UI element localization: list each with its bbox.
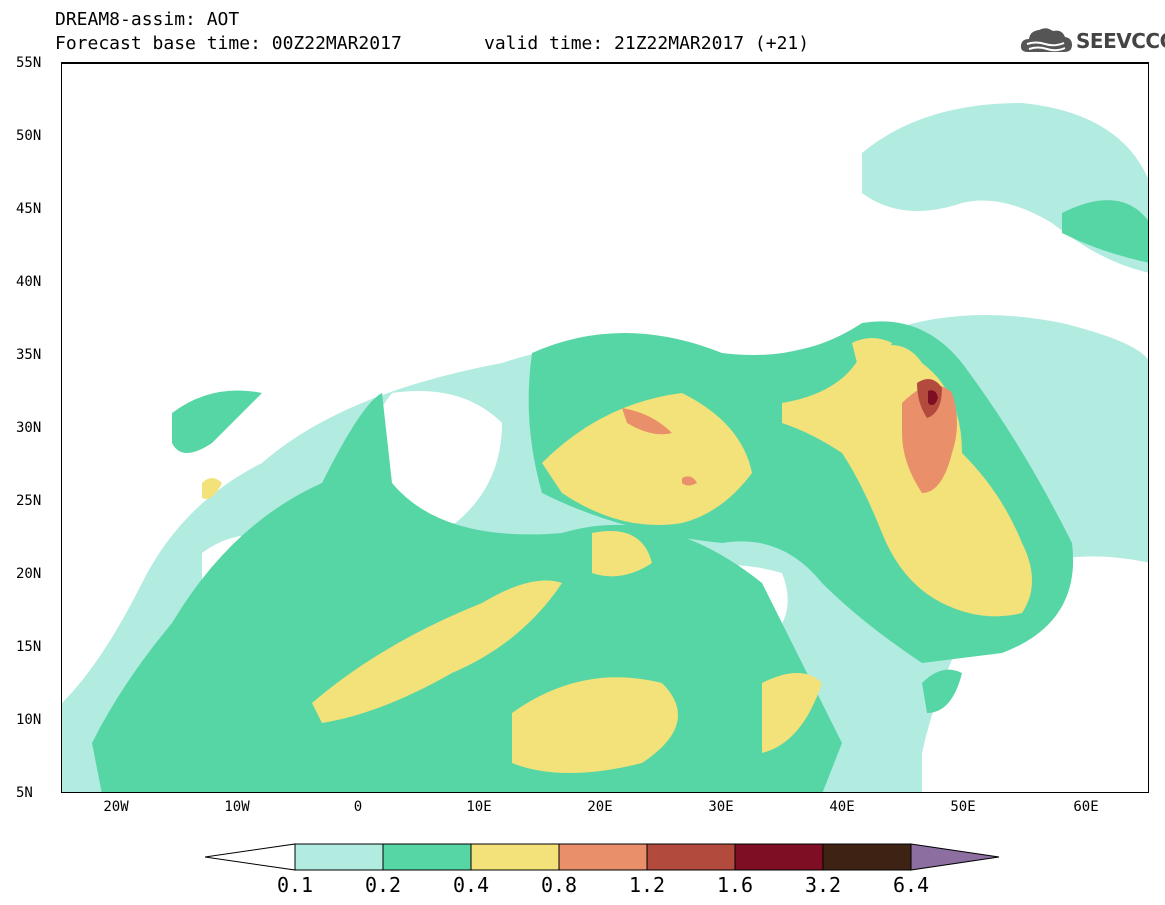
- lon-label-20e: 20E: [587, 799, 613, 815]
- lon-label-60e: 60E: [1073, 799, 1099, 815]
- lat-label-35n: 35N: [16, 347, 42, 363]
- lon-label-10w: 10W: [224, 799, 250, 815]
- lat-label-30n: 30N: [16, 420, 42, 436]
- colorbar-label-0.8: 0.8: [540, 873, 578, 897]
- colorbar-label-3.2: 3.2: [804, 873, 842, 897]
- colorbar-label-0.1: 0.1: [276, 873, 314, 897]
- lon-label-0: 0: [353, 799, 363, 815]
- plot-title: DREAM8-assim: AOT: [55, 9, 240, 30]
- lat-label-10n: 10N: [16, 712, 42, 728]
- colorbar-seg-5: [646, 843, 736, 871]
- lon-label-20w: 20W: [103, 799, 129, 815]
- lat-label-20n: 20N: [16, 566, 42, 582]
- lat-label-45n: 45N: [16, 201, 42, 217]
- lat-label-15n: 15N: [16, 639, 42, 655]
- colorbar-label-0.4: 0.4: [452, 873, 490, 897]
- valid-time: valid time: 21Z22MAR2017 (+21): [484, 33, 810, 54]
- colorbar-seg-4: [558, 843, 648, 871]
- lat-label-5n: 5N: [16, 785, 33, 801]
- map-border-top: [62, 63, 1148, 64]
- colorbar-seg-3: [470, 843, 560, 871]
- lon-label-30e: 30E: [708, 799, 734, 815]
- lat-label-55n: 55N: [16, 55, 42, 71]
- colorbar-min-arrow: [205, 843, 296, 871]
- aot-map: [61, 62, 1149, 793]
- lon-label-50e: 50E: [950, 799, 976, 815]
- seevccc-logo: SEEVCCC: [1018, 24, 1165, 58]
- colorbar-seg-7: [822, 843, 912, 871]
- colorbar-seg-6: [734, 843, 824, 871]
- lon-label-40e: 40E: [829, 799, 855, 815]
- cloud-icon: [1020, 28, 1072, 52]
- lat-label-40n: 40N: [16, 274, 42, 290]
- colorbar-seg-1: [294, 843, 384, 871]
- colorbar-seg-2: [382, 843, 472, 871]
- colorbar-label-0.2: 0.2: [364, 873, 402, 897]
- colorbar-max-arrow: [910, 843, 1000, 871]
- colorbar: [205, 843, 1000, 871]
- lat-label-50n: 50N: [16, 128, 42, 144]
- colorbar-label-1.6: 1.6: [716, 873, 754, 897]
- colorbar-label-1.2: 1.2: [628, 873, 666, 897]
- aot-field: [62, 103, 1148, 792]
- lat-label-25n: 25N: [16, 493, 42, 509]
- lon-label-10e: 10E: [466, 799, 492, 815]
- logo-text: SEEVCCC: [1076, 29, 1165, 53]
- forecast-base-time: Forecast base time: 00Z22MAR2017: [55, 33, 402, 54]
- colorbar-label-6.4: 6.4: [892, 873, 930, 897]
